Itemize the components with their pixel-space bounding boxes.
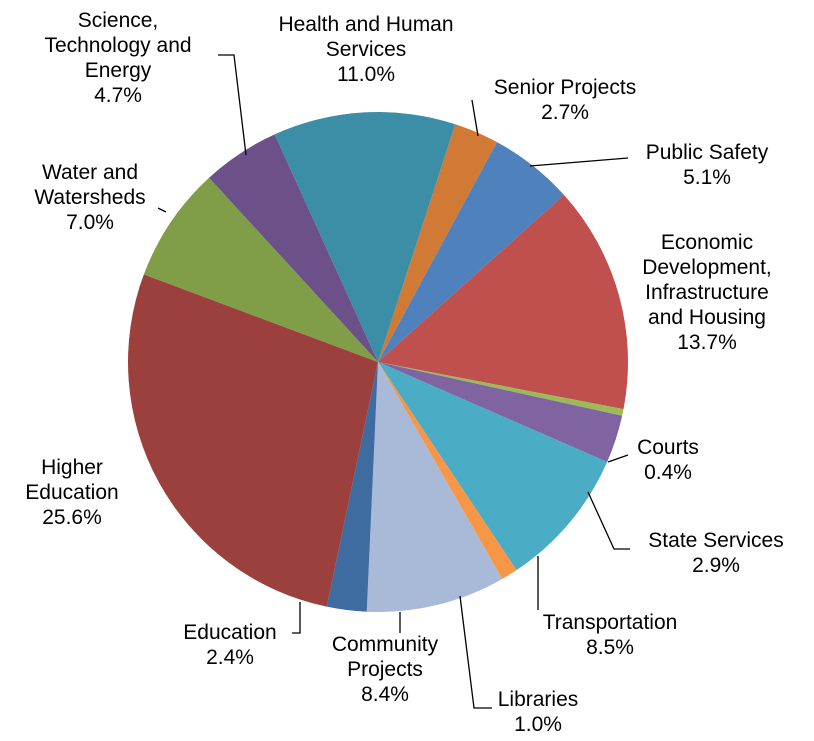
pie-slice bbox=[366, 362, 503, 612]
slice-label: Economic Development, Infrastructure and… bbox=[627, 230, 787, 355]
pie-slice bbox=[378, 124, 497, 362]
pie-slice bbox=[378, 362, 608, 571]
category-name: Courts bbox=[637, 436, 699, 459]
pie-slice bbox=[326, 362, 378, 612]
value-label: 11.0% bbox=[337, 63, 395, 86]
category-name: Health and Human Services bbox=[278, 13, 454, 61]
slice-label: Courts 0.4% bbox=[618, 435, 718, 485]
leader-line bbox=[607, 454, 629, 463]
category-name: State Services bbox=[648, 529, 784, 552]
slice-label: Higher Education 25.6% bbox=[7, 455, 137, 530]
category-name: Transportation bbox=[542, 611, 678, 634]
pie-slice bbox=[143, 177, 378, 362]
category-name: Higher Education bbox=[25, 456, 119, 504]
value-label: 8.4% bbox=[361, 683, 409, 706]
value-label: 25.6% bbox=[42, 506, 102, 529]
category-name: Libraries bbox=[497, 688, 579, 711]
value-label: 8.5% bbox=[586, 636, 634, 659]
pie-slice bbox=[128, 274, 378, 607]
slice-label: Transportation 8.5% bbox=[510, 610, 710, 660]
value-label: 13.7% bbox=[677, 331, 737, 354]
pie-slice bbox=[378, 142, 564, 362]
slice-label: State Services 2.9% bbox=[616, 528, 814, 578]
pie-slice bbox=[378, 194, 628, 410]
leader-lines bbox=[157, 54, 630, 709]
slice-label: Public Safety 5.1% bbox=[607, 140, 807, 190]
leader-line bbox=[157, 207, 167, 213]
category-name: Senior Projects bbox=[493, 76, 637, 99]
leader-line bbox=[587, 491, 630, 550]
leader-line bbox=[218, 54, 247, 156]
slice-label: Water and Watersheds 7.0% bbox=[15, 160, 165, 235]
value-label: 7.0% bbox=[66, 211, 114, 234]
leader-line bbox=[459, 595, 492, 709]
pie-slice bbox=[378, 362, 624, 416]
slice-label: Education 2.4% bbox=[165, 620, 295, 670]
value-label: 2.7% bbox=[541, 101, 589, 124]
leader-line bbox=[292, 602, 301, 634]
pie-slice bbox=[378, 362, 623, 463]
value-label: 1.0% bbox=[514, 713, 562, 736]
category-name: Community Projects bbox=[331, 633, 439, 681]
pie-slice bbox=[378, 362, 517, 579]
value-label: 5.1% bbox=[683, 166, 731, 189]
leader-line bbox=[471, 99, 479, 137]
pie-slice bbox=[274, 112, 456, 362]
value-label: 4.7% bbox=[94, 84, 142, 107]
leader-line bbox=[529, 157, 629, 167]
category-name: Water and Watersheds bbox=[34, 161, 146, 209]
category-name: Economic Development, Infrastructure and… bbox=[642, 231, 772, 329]
category-name: Public Safety bbox=[645, 141, 769, 164]
pie-slice bbox=[209, 134, 378, 362]
category-name: Science, Technology and Energy bbox=[44, 9, 192, 82]
slice-label: Health and Human Services 11.0% bbox=[266, 12, 466, 87]
slice-label: Science, Technology and Energy 4.7% bbox=[33, 8, 203, 108]
slice-label: Senior Projects 2.7% bbox=[465, 75, 665, 125]
category-name: Education bbox=[183, 621, 277, 644]
slice-label: Libraries 1.0% bbox=[473, 687, 603, 737]
value-label: 0.4% bbox=[644, 461, 692, 484]
pie bbox=[128, 112, 628, 612]
value-label: 2.4% bbox=[206, 646, 254, 669]
slice-label: Community Projects 8.4% bbox=[305, 632, 465, 707]
value-label: 2.9% bbox=[692, 554, 740, 577]
